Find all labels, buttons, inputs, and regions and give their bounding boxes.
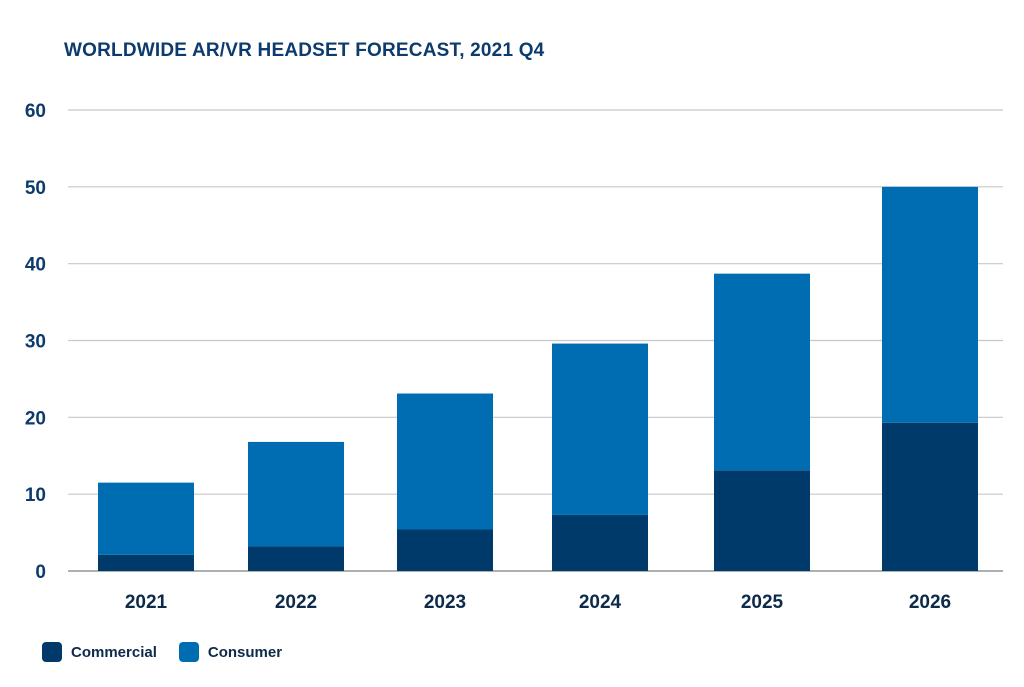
bar-consumer-2024 (552, 343, 648, 515)
x-tick-label: 2026 (909, 592, 951, 613)
legend: Commercial Consumer (42, 642, 304, 662)
legend-swatch-consumer (178, 642, 199, 662)
y-tick-label: 30 (25, 332, 46, 353)
y-tick-label: 60 (25, 101, 46, 122)
bar-consumer-2022 (248, 441, 344, 547)
bar-commercial-2022 (248, 546, 344, 571)
y-tick-labels: 0 10 20 30 40 50 60 (25, 101, 46, 583)
y-tick-label: 40 (25, 255, 46, 276)
grid-lines (68, 109, 1003, 572)
x-tick-label: 2024 (579, 592, 622, 613)
bar-consumer-2023 (397, 393, 493, 530)
y-tick-label: 0 (35, 562, 46, 583)
x-tick-label: 2022 (275, 592, 317, 613)
bar-commercial-2024 (552, 514, 648, 571)
x-tick-label: 2025 (741, 592, 784, 613)
bar-commercial-2023 (397, 529, 493, 571)
legend-label-commercial: Commercial (71, 643, 157, 661)
y-tick-label: 50 (25, 178, 46, 199)
legend-swatch-commercial (42, 642, 62, 662)
legend-item-consumer: Consumer (178, 642, 283, 662)
bar-consumer-2025 (714, 273, 810, 471)
x-tick-label: 2021 (125, 592, 168, 613)
bar-consumer-2026 (882, 186, 978, 423)
bar-commercial-2021 (98, 554, 194, 571)
legend-label-consumer: Consumer (207, 643, 283, 661)
y-tick-label: 20 (25, 408, 46, 429)
bar-commercial-2025 (714, 470, 810, 571)
y-tick-label: 10 (25, 485, 46, 506)
x-tick-labels: 2021 2022 2023 2024 2025 2026 (125, 592, 951, 613)
legend-item-commercial: Commercial (42, 642, 157, 662)
x-tick-label: 2023 (424, 592, 466, 613)
bar-consumer-2021 (98, 482, 194, 555)
bars (98, 186, 978, 571)
chart-title: WORLDWIDE AR/VR HEADSET FORECAST, 2021 Q… (64, 40, 545, 61)
bar-commercial-2026 (882, 422, 978, 571)
